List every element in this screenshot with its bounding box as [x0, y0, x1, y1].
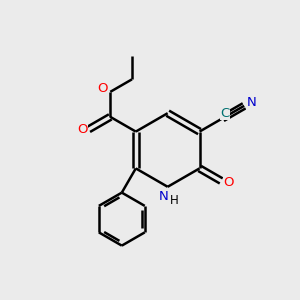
Text: C: C	[220, 106, 230, 119]
Text: O: O	[98, 82, 108, 95]
Text: N: N	[158, 190, 168, 203]
Text: O: O	[77, 123, 87, 136]
Text: H: H	[170, 194, 178, 207]
Text: N: N	[247, 96, 256, 110]
Text: O: O	[223, 176, 234, 189]
